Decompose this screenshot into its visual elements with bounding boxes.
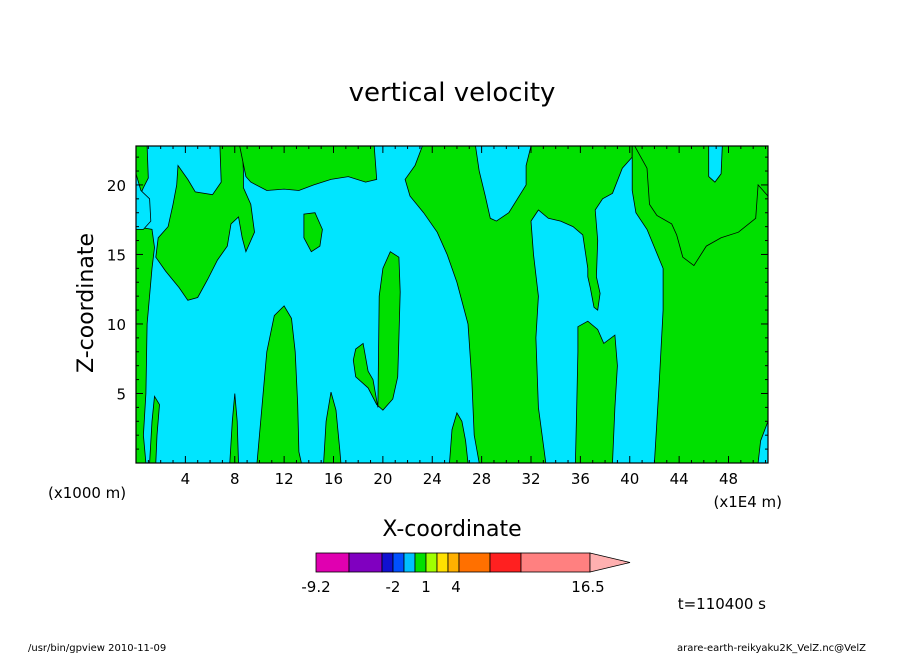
positive-region-0 [136,146,255,301]
x-tick-label: 16 [324,470,343,488]
x-tick-label: 8 [230,470,240,488]
positive-regions [136,146,768,463]
positive-region-13 [631,146,768,463]
negative-pocket-1 [136,173,152,230]
positive-region-4 [303,212,323,253]
colorbar-segment [414,552,427,573]
x-tick-label: 32 [521,470,540,488]
x-tick-label: 4 [181,470,191,488]
colorbar-segment [348,552,383,573]
positive-region-11 [404,146,633,463]
colorbar-arrow [589,552,631,573]
colorbar-segment [489,552,522,573]
negative-pocket-0 [708,146,723,183]
colorbar-segment [425,552,438,573]
colorbar-segment [458,552,491,573]
colorbar-segment [315,552,350,573]
colorbar-segment [403,552,416,573]
timestamp: t=110400 s [678,595,766,613]
footer-right: arare-earth-reikyaku2K_VelZ.nc@VelZ [677,643,866,654]
x-tick-label: 24 [423,470,442,488]
plot-area [136,146,768,463]
colorbar: -9.2 -2 1 4 16.5 [301,552,631,596]
positive-region-7 [256,305,302,463]
colorbar-label: -9.2 [301,578,330,596]
x-tick-label: 28 [472,470,491,488]
footer-left: /usr/bin/gpview 2010-11-09 [28,643,166,654]
positive-region-9 [352,251,401,411]
positive-region-5 [239,146,378,191]
y-tick-label: 15 [107,246,126,264]
y-axis-label: Z-coordinate [74,233,99,373]
positive-region-6 [229,393,239,463]
positive-region-8 [323,391,342,463]
colorbar-label: 16.5 [571,578,604,596]
colorbar-segment [436,552,449,573]
x-axis-label: X-coordinate [382,517,521,542]
x-tick-label: 36 [571,470,590,488]
x-tick-label: 20 [373,470,392,488]
y-tick-label: 5 [116,385,126,403]
colorbar-label: -2 [386,578,401,596]
y-tick-label: 10 [107,316,126,334]
colorbar-label: 4 [451,578,461,596]
positive-region-10 [449,411,469,463]
colorbar-segment [381,552,394,573]
colorbar-label: 1 [421,578,431,596]
x-unit-right: (x1E4 m) [713,493,782,511]
positive-region-2 [136,226,155,463]
colorbar-segment [392,552,405,573]
chart-title: vertical velocity [349,78,556,108]
x-tick-label: 44 [670,470,689,488]
plot-frame [135,145,769,464]
x-tick-label: 12 [275,470,294,488]
y-tick-label: 20 [107,177,126,195]
positive-region-3 [149,395,160,463]
positive-region-12 [574,320,618,463]
colorbar-segment [447,552,460,573]
x-unit-left: (x1000 m) [48,484,126,502]
x-tick-label: 48 [719,470,738,488]
x-tick-label: 40 [620,470,639,488]
colorbar-segment [520,552,591,573]
